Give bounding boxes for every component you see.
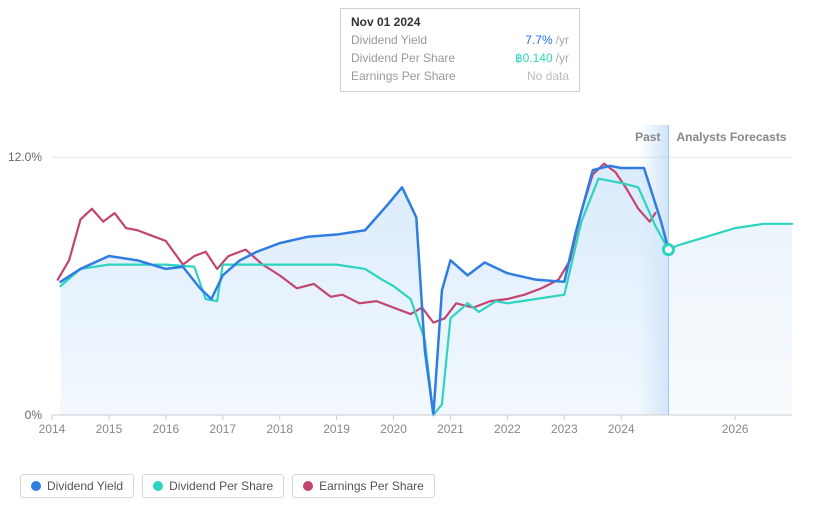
legend-dot-icon	[303, 481, 313, 491]
dividend-chart: 0% 12.0% 2014 2015 2016 2017 2018 2019 2020 2021 2…	[0, 0, 821, 508]
tooltip-row: Dividend Per Share ฿0.140/yr	[351, 49, 569, 67]
legend-item[interactable]: Dividend Yield	[20, 474, 134, 498]
svg-text:2020: 2020	[380, 422, 407, 436]
tooltip-row: Earnings Per Share No data	[351, 67, 569, 85]
svg-text:2021: 2021	[437, 422, 464, 436]
svg-text:2022: 2022	[494, 422, 521, 436]
svg-text:2026: 2026	[722, 422, 749, 436]
svg-text:Past: Past	[635, 130, 660, 144]
chart-legend: Dividend Yield Dividend Per Share Earnings…	[20, 474, 435, 498]
svg-text:2024: 2024	[608, 422, 635, 436]
legend-label: Dividend Yield	[47, 479, 123, 493]
legend-label: Earnings Per Share	[319, 479, 424, 493]
svg-text:2019: 2019	[323, 422, 350, 436]
svg-text:12.0%: 12.0%	[8, 150, 42, 164]
tooltip-label: Dividend Per Share	[351, 49, 455, 67]
svg-text:2023: 2023	[551, 422, 578, 436]
svg-text:2018: 2018	[266, 422, 293, 436]
svg-text:0%: 0%	[25, 408, 43, 422]
legend-item[interactable]: Earnings Per Share	[292, 474, 435, 498]
svg-text:Analysts Forecasts: Analysts Forecasts	[676, 130, 786, 144]
tooltip-label: Dividend Yield	[351, 31, 427, 49]
tooltip-row: Dividend Yield 7.7%/yr	[351, 31, 569, 49]
svg-text:2015: 2015	[96, 422, 123, 436]
svg-text:2017: 2017	[209, 422, 236, 436]
area-dividend-yield	[61, 166, 669, 415]
svg-text:2014: 2014	[39, 422, 66, 436]
tooltip-value: No data	[527, 67, 569, 85]
highlight-point-icon	[663, 245, 673, 255]
area-forecast	[668, 224, 792, 415]
legend-item[interactable]: Dividend Per Share	[142, 474, 284, 498]
chart-tooltip: Nov 01 2024 Dividend Yield7.7%/yrDividen…	[340, 8, 580, 92]
tooltip-label: Earnings Per Share	[351, 67, 456, 85]
legend-label: Dividend Per Share	[169, 479, 273, 493]
tooltip-value: 7.7%/yr	[525, 31, 569, 49]
tooltip-value: ฿0.140/yr	[515, 49, 569, 67]
svg-text:2016: 2016	[152, 422, 179, 436]
legend-dot-icon	[31, 481, 41, 491]
legend-dot-icon	[153, 481, 163, 491]
tooltip-date: Nov 01 2024	[351, 15, 569, 29]
